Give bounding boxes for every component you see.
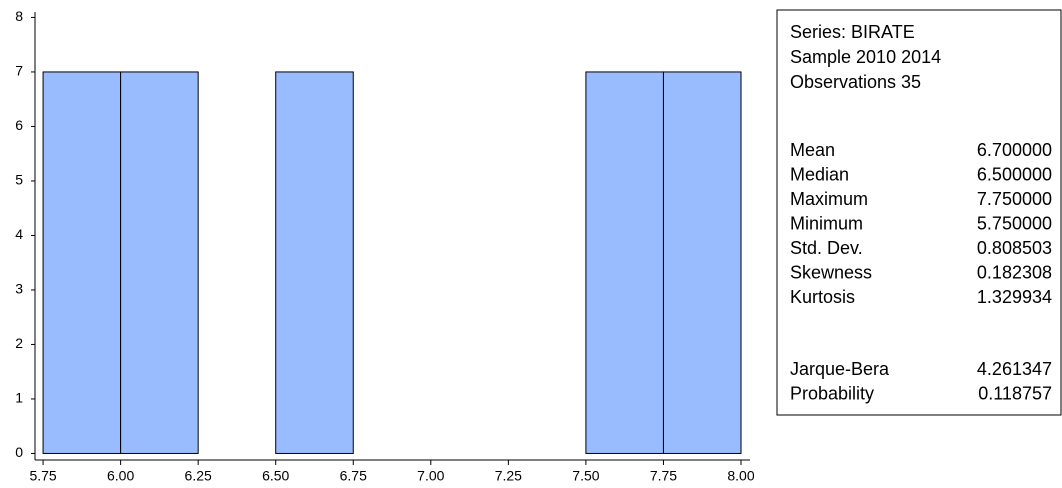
bar — [42, 71, 122, 454]
stat-value: 0.182308 — [977, 262, 1052, 282]
x-tick-label: 6.25 — [185, 468, 212, 484]
stat-name: Mean — [790, 140, 835, 160]
stat-name: Probability — [790, 383, 874, 403]
stat-value: 0.118757 — [978, 383, 1052, 403]
stats-header: Sample 2010 2014 — [790, 47, 941, 67]
y-tick-label: 2 — [15, 335, 23, 351]
stat-name: Maximum — [790, 189, 868, 209]
x-tick-label: 6.50 — [262, 468, 289, 484]
stat-name: Median — [790, 164, 849, 184]
stat-value: 6.700000 — [977, 140, 1052, 160]
stat-value: 7.750000 — [977, 189, 1052, 209]
y-tick-label: 7 — [15, 63, 23, 79]
stats-box — [776, 9, 1062, 416]
y-tick-label: 5 — [15, 172, 23, 188]
x-tick-label: 6.00 — [107, 468, 134, 484]
stat-name: Kurtosis — [790, 287, 855, 307]
stat-value: 6.500000 — [977, 164, 1052, 184]
x-tick-label: 7.50 — [572, 468, 599, 484]
bar — [275, 71, 354, 454]
y-tick-label: 0 — [15, 444, 23, 460]
stats-header: Series: BIRATE — [790, 22, 915, 42]
y-tick-label: 4 — [15, 226, 23, 242]
stat-name: Std. Dev. — [790, 238, 863, 258]
stat-value: 0.808503 — [977, 238, 1052, 258]
stat-name: Skewness — [790, 262, 872, 282]
bar — [662, 71, 742, 454]
x-tick-label: 8.00 — [727, 468, 754, 484]
stat-name: Minimum — [790, 213, 863, 233]
stat-value: 4.261347 — [977, 359, 1052, 379]
bar — [120, 71, 199, 454]
stat-value: 1.329934 — [977, 287, 1052, 307]
x-tick-label: 5.75 — [29, 468, 56, 484]
stat-value: 5.750000 — [977, 213, 1052, 233]
y-tick-label: 8 — [15, 8, 23, 24]
bar — [585, 71, 664, 454]
y-tick-label: 6 — [15, 117, 23, 133]
y-tick-label: 1 — [15, 390, 23, 406]
x-tick-label: 7.25 — [495, 468, 522, 484]
x-tick-label: 7.00 — [417, 468, 444, 484]
x-tick-label: 7.75 — [650, 468, 677, 484]
x-tick-label: 6.75 — [340, 468, 367, 484]
stat-name: Jarque-Bera — [790, 359, 890, 379]
stats-header: Observations 35 — [790, 72, 921, 92]
y-tick-label: 3 — [15, 281, 23, 297]
